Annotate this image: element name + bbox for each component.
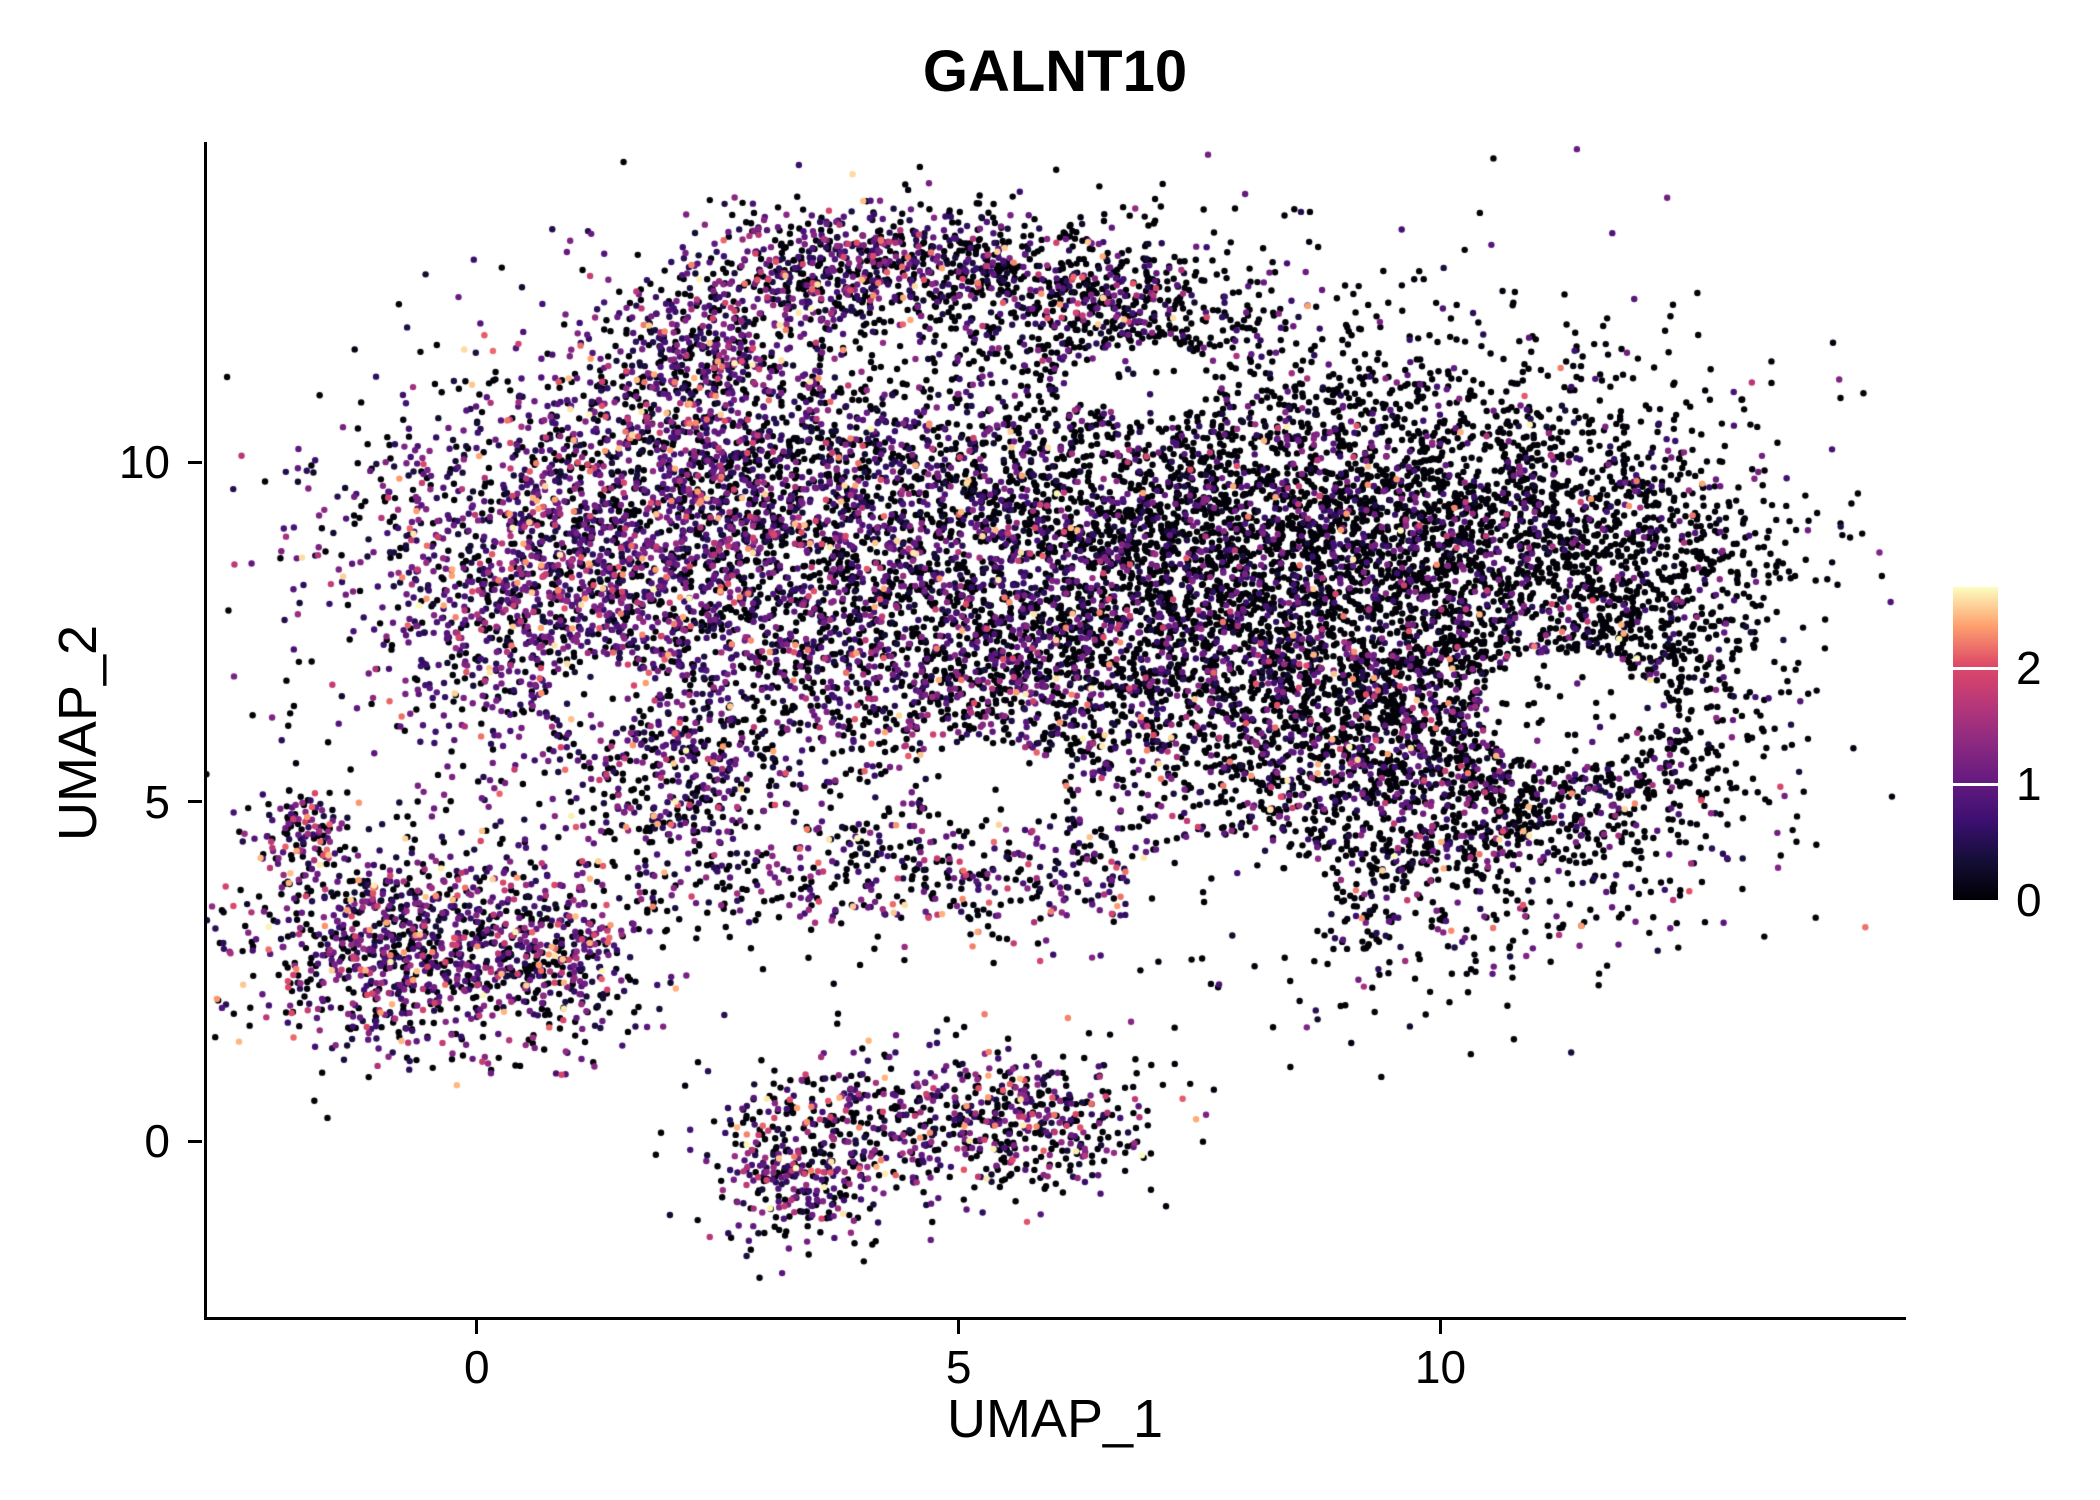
y-tick-mark bbox=[188, 460, 202, 464]
y-tick-label: 0 bbox=[144, 1115, 170, 1168]
y-tick-mark bbox=[188, 1139, 202, 1143]
x-tick-label: 5 bbox=[945, 1341, 972, 1393]
y-tick-label: 5 bbox=[144, 775, 170, 828]
colorbar-tick-label: 0 bbox=[2016, 874, 2042, 926]
colorbar-gradient bbox=[1953, 587, 1998, 900]
y-tick-label: 10 bbox=[118, 436, 170, 489]
x-tick-mark bbox=[957, 1320, 961, 1334]
x-tick-mark bbox=[475, 1320, 479, 1334]
colorbar-tick-label: 2 bbox=[2016, 642, 2042, 695]
x-axis-line bbox=[204, 1317, 1906, 1320]
chart-title: GALNT10 bbox=[922, 39, 1188, 104]
x-tick-label: 10 bbox=[1414, 1341, 1467, 1393]
x-axis-title: UMAP_1 bbox=[946, 1389, 1164, 1449]
x-tick-mark bbox=[1438, 1320, 1442, 1334]
colorbar-tick-mark bbox=[1953, 782, 1998, 786]
y-tick-mark bbox=[188, 800, 202, 804]
colorbar-tick-mark bbox=[1953, 666, 1998, 670]
colorbar-tick-label: 1 bbox=[2016, 758, 2042, 811]
x-tick-label: 0 bbox=[464, 1341, 490, 1393]
y-axis-line bbox=[204, 142, 207, 1320]
